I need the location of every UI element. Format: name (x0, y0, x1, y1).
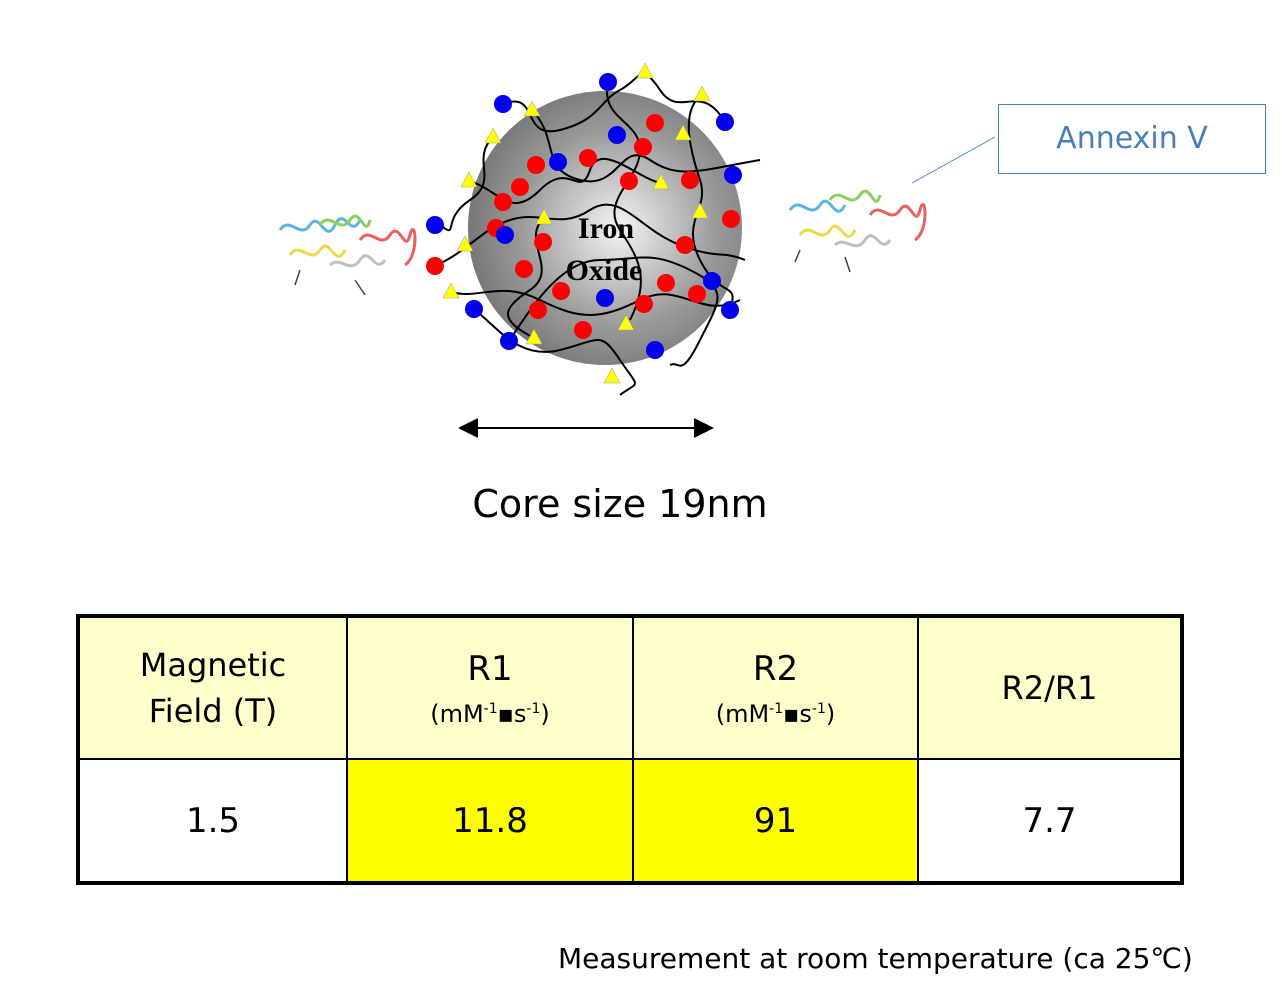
header-text: R2 (752, 648, 799, 689)
bead (426, 257, 444, 275)
bead (579, 149, 597, 167)
polymer-chains (434, 73, 761, 396)
bead (500, 332, 518, 350)
bead (460, 171, 478, 188)
bead (608, 126, 626, 144)
bead (617, 314, 635, 331)
value-cell: 11.8 (346, 758, 634, 884)
bead (674, 124, 692, 141)
relaxivity-table: Magnetic Field (T) R1 (mM-1▪s-1) R2 (mM-1▪s-1… (76, 614, 1184, 885)
unit: (mM-1▪s-1) (348, 692, 632, 731)
protein-left (278, 214, 417, 296)
header-text: Field (T) (148, 692, 278, 730)
annexin-label: Annexin V (998, 104, 1266, 174)
core-label: Oxide (566, 254, 643, 287)
bead (456, 235, 474, 252)
bead (599, 73, 617, 91)
unit-part: ▪s (497, 699, 527, 728)
header-text: Magnetic (139, 646, 287, 684)
bead (442, 282, 460, 299)
bead (676, 236, 694, 254)
bead (693, 85, 711, 102)
callout-line (911, 136, 996, 184)
bead (688, 285, 706, 303)
unit-part: -1 (526, 700, 541, 717)
protein-right (788, 189, 927, 273)
bead (511, 178, 529, 196)
bead (523, 100, 541, 117)
bead (722, 210, 740, 228)
unit-part: -1 (811, 700, 826, 717)
bead (535, 208, 553, 225)
unit-part: (mM (430, 699, 484, 728)
bead (529, 301, 547, 319)
header-cell: R1 (mM-1▪s-1) (346, 615, 634, 760)
bead (465, 300, 483, 318)
header-text: R1 (467, 648, 513, 689)
bead (636, 62, 654, 79)
bead (484, 127, 502, 144)
footnote: Measurement at room temperature (ca 25℃) (558, 942, 1193, 975)
unit: (mM-1▪s-1) (634, 692, 917, 731)
bead (603, 367, 621, 384)
bead (646, 114, 664, 132)
bead (496, 226, 514, 244)
value-cell: 1.5 (77, 758, 348, 884)
bead (652, 173, 670, 190)
ligand-beads (426, 62, 742, 384)
bead (426, 216, 444, 234)
bead (525, 328, 543, 345)
value-cell: 91 (632, 758, 919, 884)
bead (634, 138, 652, 156)
header-cell: Magnetic Field (T) (77, 615, 348, 760)
bead (681, 171, 699, 189)
bead (703, 272, 721, 290)
size-label: Core size 19nm (472, 482, 768, 526)
header-text: R2/R1 (1001, 669, 1098, 707)
header-cell: R2 (mM-1▪s-1) (632, 615, 919, 760)
unit-part: (mM (715, 699, 770, 728)
bead (691, 202, 709, 219)
bead (494, 95, 512, 113)
unit-part: -1 (483, 700, 498, 717)
bead (596, 289, 614, 307)
value-cell: 7.7 (917, 758, 1183, 884)
bead (494, 193, 512, 211)
unit-part: ) (540, 699, 550, 728)
bead (549, 153, 567, 171)
bead (620, 172, 638, 190)
bead (657, 274, 675, 292)
unit-part: ) (825, 699, 836, 728)
bead (515, 260, 533, 278)
header-cell: R2/R1 (917, 615, 1183, 760)
unit-part: ▪s (783, 699, 812, 728)
unit-part: -1 (769, 700, 784, 717)
bead (635, 295, 653, 313)
bead (534, 233, 552, 251)
core-label: Iron (578, 212, 634, 245)
bead (646, 341, 664, 359)
bead (552, 282, 570, 300)
bead (574, 321, 592, 339)
bead (724, 166, 742, 184)
bead (721, 301, 739, 319)
bead (527, 156, 545, 174)
bead (716, 113, 734, 131)
